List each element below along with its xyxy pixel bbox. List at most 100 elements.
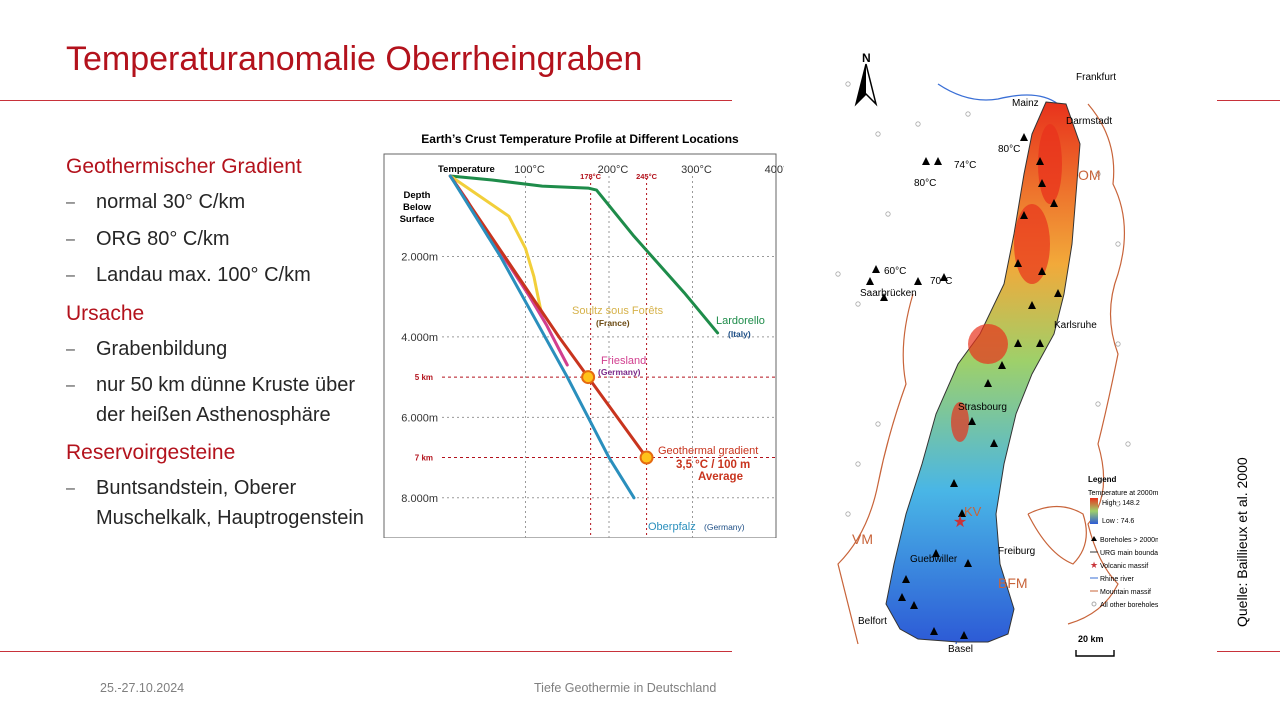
- dash-marker-icon: –: [66, 194, 75, 211]
- borehole-icon: [914, 277, 922, 285]
- bullet-item: – Grabenbildung: [66, 335, 366, 365]
- map-svg: N ★ Frankfurt Mainz Darmstadt Saarbrücken Karl…: [835, 51, 1158, 657]
- y-tick-label: 6.000m: [401, 412, 438, 424]
- series-label: Geothermal gradient: [658, 445, 758, 457]
- legend-item-label: URG main boundary: [1100, 550, 1158, 557]
- y-axis-header-line: Surface: [400, 214, 435, 225]
- series-line: [448, 174, 649, 460]
- scale-label: 20 km: [1078, 634, 1104, 644]
- heat-hotspot: [951, 402, 969, 442]
- section-heading: Reservoirgesteine: [66, 441, 236, 464]
- north-arrow-fill-icon: [856, 64, 866, 104]
- massif-label: OM: [1078, 167, 1101, 183]
- mountain-border-bfm: [1027, 505, 1087, 565]
- heat-hotspot: [968, 324, 1008, 364]
- borehole-icon: [998, 361, 1006, 369]
- borehole-icon: [872, 265, 880, 273]
- reference-depth-label: 5 km: [415, 373, 433, 382]
- borehole-icon: [968, 417, 976, 425]
- series-label: Friesland: [601, 355, 646, 367]
- series-region-label: (France): [596, 318, 630, 328]
- series-label: Soultz sous Forêts: [572, 305, 664, 317]
- section-heading: Ursache: [66, 301, 145, 325]
- other-borehole-icon: [845, 511, 851, 517]
- series-region-label: 3,5 °C / 100 m: [676, 459, 750, 471]
- volcanic-massif-icon: ★: [953, 514, 967, 531]
- legend-title: Legend: [1088, 475, 1117, 484]
- borehole-icon: [1054, 289, 1062, 297]
- legend-item-label: Boreholes > 2000m TVD: [1100, 537, 1158, 544]
- other-borehole-icon: [875, 421, 881, 427]
- y-tick-label: 8.000m: [401, 493, 438, 505]
- borehole-icon: [930, 627, 938, 635]
- section-heading: Geothermischer Gradient: [66, 155, 302, 178]
- other-borehole-icon: [1125, 441, 1131, 447]
- other-borehole-icon: [915, 121, 921, 127]
- bullet-item: – ORG 80° C/km: [66, 225, 366, 255]
- city-label: Darmstadt: [1066, 116, 1112, 127]
- footer-title: Tiefe Geothermie in Deutschland: [534, 681, 717, 695]
- chart-frame: [383, 153, 777, 538]
- legend-subtitle: Temperature at 2000m TVD (°C): [1088, 489, 1158, 497]
- other-borehole-icon: [835, 271, 841, 277]
- legend-color-ramp: [1090, 498, 1098, 524]
- temperature-label: 70°C: [930, 276, 952, 287]
- bullet-text: normal 30° C/km: [96, 191, 246, 213]
- y-tick-label: 2.000m: [401, 251, 438, 263]
- bullet-text: Buntsandstein, Oberer Muschelkalk, Haupt…: [96, 477, 364, 529]
- borehole-icon: [1038, 179, 1046, 187]
- borehole-icon: [950, 479, 958, 487]
- other-borehole-icon: [885, 211, 891, 217]
- mountain-border-west: [837, 293, 914, 645]
- reference-temperature-label: 245°C: [636, 172, 658, 181]
- other-borehole-icon: [1115, 241, 1121, 247]
- series-label: Lardorello: [716, 315, 765, 327]
- borehole-icon: [1036, 157, 1044, 165]
- borehole-icon: [932, 549, 940, 557]
- other-borehole-icon: [845, 81, 851, 87]
- dash-marker-icon: –: [66, 480, 75, 497]
- north-label: N: [862, 51, 871, 65]
- series-region-label: (Germany): [704, 522, 745, 532]
- temperature-label: 60°C: [884, 266, 906, 277]
- borehole-icon: [902, 575, 910, 583]
- borehole-icon: [1036, 339, 1044, 347]
- legend-borehole-icon: [1091, 536, 1097, 541]
- bullet-text: ORG 80° C/km: [96, 227, 230, 250]
- city-label: Karlsruhe: [1054, 320, 1097, 331]
- x-tick-label: 100°C: [514, 164, 545, 176]
- borehole-icon: [1050, 199, 1058, 207]
- series-line: [448, 174, 636, 500]
- city-label: Basel: [948, 644, 973, 655]
- bullet-item: – Landau max. 100° C/km: [66, 261, 366, 291]
- temperature-label: 80°C: [914, 178, 936, 189]
- other-borehole-icon: [875, 131, 881, 137]
- heat-hotspot: [1014, 204, 1050, 284]
- series-region-label: (Italy): [728, 329, 751, 339]
- source-credit: Quelle: Baillieux et al. 2000: [1234, 457, 1250, 627]
- other-borehole-icon: [965, 111, 971, 117]
- city-label: Frankfurt: [1076, 72, 1116, 83]
- reference-depth-label: 7 km: [415, 454, 433, 463]
- borehole-icon: [984, 379, 992, 387]
- footer-date: 25.-27.10.2024: [100, 681, 185, 695]
- series-region-label: (Germany): [598, 367, 641, 377]
- geothermal-map: N ★ Frankfurt Mainz Darmstadt Saarbrücken Karl…: [818, 44, 1158, 664]
- bullet-list: – Buntsandstein, Oberer Muschelkalk, Haup…: [66, 474, 366, 533]
- borehole-icon: [1014, 259, 1022, 267]
- footer-divider-right: [1217, 651, 1280, 652]
- mountain-border-east: [1067, 103, 1125, 625]
- borehole-icon: [960, 631, 968, 639]
- temperature-label: 74°C: [954, 160, 976, 171]
- other-borehole-icon: [855, 461, 861, 467]
- bullet-content: Geothermischer Gradient – normal 30° C/km…: [66, 152, 366, 541]
- scale-bar-icon: [1075, 650, 1115, 657]
- bullet-item: – normal 30° C/km: [66, 188, 366, 218]
- legend-other-borehole-icon: [1091, 601, 1097, 607]
- other-borehole-icon: [1095, 401, 1101, 407]
- borehole-icon: [898, 593, 906, 601]
- dash-marker-icon: –: [66, 377, 75, 394]
- bullet-item: – Buntsandstein, Oberer Muschelkalk, Haup…: [66, 474, 366, 533]
- bullet-text: nur 50 km dünne Kruste über der heißen A…: [96, 374, 356, 426]
- bullet-list: – Grabenbildung – nur 50 km dünne Kruste ü…: [66, 335, 366, 431]
